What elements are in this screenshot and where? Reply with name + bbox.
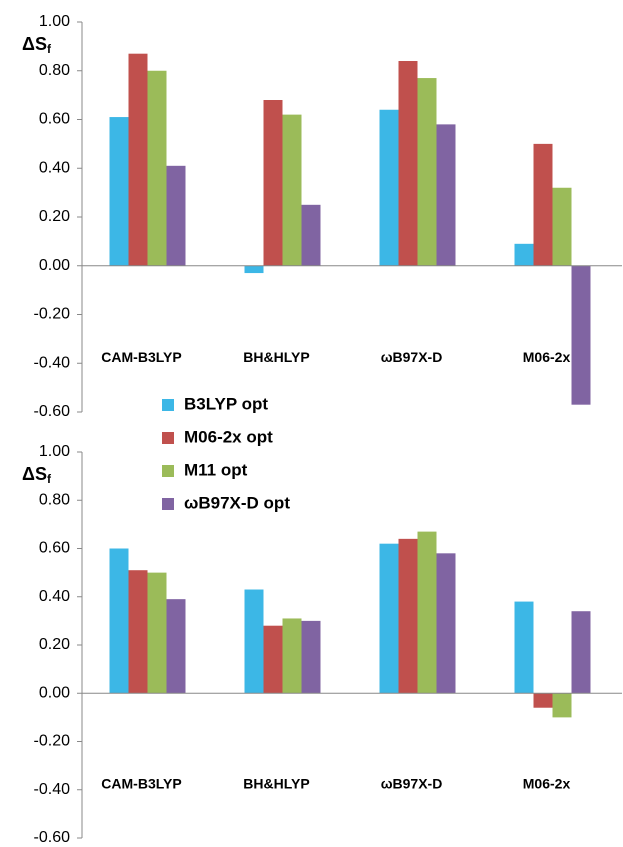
bar: [552, 693, 572, 718]
legend-label: ωB97X-D opt: [184, 493, 290, 512]
legend-label: M11 opt: [184, 460, 248, 479]
legend-swatch: [162, 498, 174, 510]
bar: [128, 570, 148, 694]
bar: [571, 611, 591, 694]
bar: [147, 70, 167, 266]
y-axis-label: ΔSf: [22, 34, 52, 56]
category-label: BH&HLYP: [243, 776, 309, 792]
bar: [533, 693, 553, 708]
y-label-main: ΔS: [22, 34, 47, 54]
y-tick-label: -0.40: [34, 354, 71, 371]
bar: [571, 265, 591, 405]
bar: [282, 618, 302, 694]
y-tick-label: 0.60: [39, 540, 70, 557]
y-tick-label: 0.20: [39, 636, 70, 653]
legend-swatch: [162, 432, 174, 444]
y-tick-label: 0.80: [39, 491, 70, 508]
y-tick-label: 0.20: [39, 208, 70, 225]
category-label: M06-2x: [523, 776, 571, 792]
bar: [166, 599, 186, 694]
bar: [128, 53, 148, 266]
bar: [301, 620, 321, 694]
category-label: M06-2x: [523, 349, 571, 365]
category-label: CAM-B3LYP: [101, 776, 181, 792]
y-tick-label: -0.60: [34, 403, 71, 420]
y-tick-label: 0.40: [39, 588, 70, 605]
category-label: ωB97X-D: [381, 776, 443, 792]
category-label: BH&HLYP: [243, 349, 309, 365]
legend-label: M06-2x opt: [184, 427, 273, 446]
y-tick-label: 0.60: [39, 111, 70, 128]
bar: [417, 531, 437, 694]
y-tick-label: 1.00: [39, 443, 70, 460]
y-tick-label: -0.20: [34, 306, 71, 323]
bar: [436, 553, 456, 694]
y-tick-label: 0.00: [39, 257, 70, 274]
bar: [263, 625, 283, 694]
y-axis-label: ΔSf: [22, 464, 52, 486]
bar: [533, 143, 553, 266]
category-label: ωB97X-D: [381, 349, 443, 365]
legend-label: B3LYP opt: [184, 394, 268, 413]
bar: [147, 572, 167, 694]
bar: [166, 165, 186, 266]
y-tick-label: -0.20: [34, 733, 71, 750]
bar: [109, 117, 129, 266]
bar: [282, 114, 302, 266]
bar: [514, 243, 534, 266]
bar: [398, 61, 418, 266]
y-label-main: ΔS: [22, 464, 47, 484]
bar: [109, 548, 129, 694]
bar: [379, 109, 399, 266]
bar: [244, 589, 264, 694]
bar: [263, 100, 283, 266]
y-tick-label: 0.00: [39, 684, 70, 701]
bar: [514, 601, 534, 694]
bar: [379, 543, 399, 694]
legend-swatch: [162, 399, 174, 411]
bar: [417, 78, 437, 266]
y-tick-label: 0.80: [39, 62, 70, 79]
y-tick-label: 1.00: [39, 13, 70, 30]
bar: [244, 265, 264, 274]
bar: [552, 187, 572, 266]
y-tick-label: 0.40: [39, 159, 70, 176]
y-tick-label: -0.60: [34, 829, 71, 846]
y-label-sub: f: [47, 472, 52, 486]
y-tick-label: -0.40: [34, 781, 71, 798]
bar: [436, 124, 456, 266]
y-label-sub: f: [47, 42, 52, 56]
bar: [398, 538, 418, 694]
bar: [301, 204, 321, 266]
category-label: CAM-B3LYP: [101, 349, 181, 365]
legend-swatch: [162, 465, 174, 477]
